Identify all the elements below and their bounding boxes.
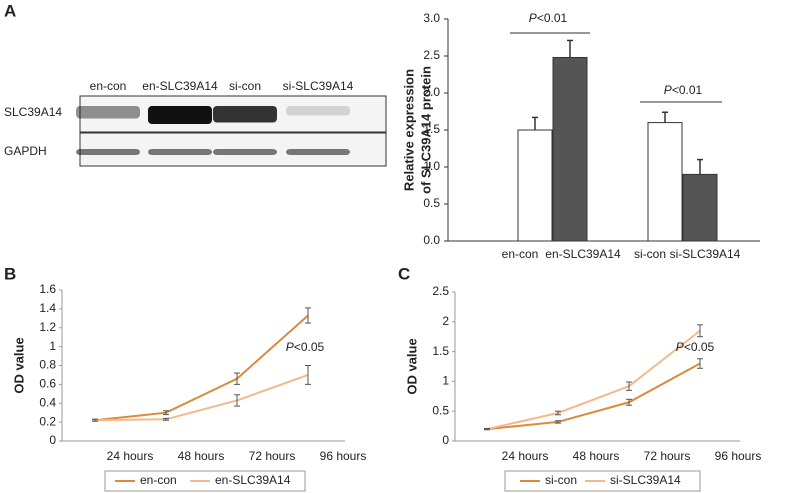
x-tick-label: si-con xyxy=(634,247,666,261)
legend-box xyxy=(504,470,701,492)
blot-band xyxy=(286,106,350,116)
y-tick-label: 2.5 xyxy=(432,284,449,298)
x-tick-label: 24 hours xyxy=(502,449,549,463)
y-tick-label: 3.0 xyxy=(423,11,440,25)
y-tick-label: 0 xyxy=(442,433,449,447)
line xyxy=(94,373,309,422)
legend-box xyxy=(104,470,306,492)
annotation: P<0.05 xyxy=(676,340,715,354)
y-tick-label: 0.0 xyxy=(423,233,440,247)
y-axis-label: of SLC39A14 protein xyxy=(418,66,433,194)
lane-label: en-con xyxy=(90,79,127,93)
y-tick-label: 0.6 xyxy=(39,377,56,391)
blot-band xyxy=(213,149,277,155)
bar xyxy=(647,122,683,242)
y-axis-label: OD value xyxy=(404,338,419,394)
blot-band xyxy=(148,106,212,124)
annotation-text: <0.05 xyxy=(294,340,325,354)
x-tick-label: si-SLC39A14 xyxy=(670,247,741,261)
line xyxy=(486,362,701,431)
x-tick-label: 48 hours xyxy=(573,449,620,463)
annotation-text: <0.01 xyxy=(537,11,568,25)
y-tick-label: 2 xyxy=(442,314,449,328)
lane-label: en-SLC39A14 xyxy=(142,79,218,93)
row-label: GAPDH xyxy=(4,144,47,158)
y-tick-label: 0.4 xyxy=(39,395,56,409)
x-tick-label: 72 hours xyxy=(644,449,691,463)
bar xyxy=(552,56,588,242)
y-tick-label: 0.2 xyxy=(39,414,56,428)
blot-band xyxy=(286,149,350,155)
blot-band xyxy=(76,106,140,119)
y-tick-label: 1.5 xyxy=(432,344,449,358)
panel-label: A xyxy=(4,1,16,20)
bar xyxy=(517,129,553,242)
legend-label: si-con xyxy=(545,473,577,487)
x-tick-label: 48 hours xyxy=(178,449,225,463)
lane-label: si-SLC39A14 xyxy=(283,79,354,93)
y-tick-label: 1 xyxy=(442,374,449,388)
y-tick-label: 1.4 xyxy=(39,301,56,315)
lane-label: si-con xyxy=(229,79,261,93)
line xyxy=(94,314,309,422)
x-tick-label: 24 hours xyxy=(107,449,154,463)
panel-label: C xyxy=(398,264,410,283)
annotation-text: <0.01 xyxy=(672,83,703,97)
y-tick-label: 1 xyxy=(49,339,56,353)
y-tick-label: 0.5 xyxy=(432,403,449,417)
annotation: P<0.01 xyxy=(664,83,703,97)
row-label: SLC39A14 xyxy=(4,105,62,119)
blot-band xyxy=(213,106,277,123)
x-tick-label: en-SLC39A14 xyxy=(545,247,621,261)
annotation-italic: P xyxy=(664,83,672,97)
y-tick-label: 1.5 xyxy=(423,122,440,136)
x-tick-label: 96 hours xyxy=(320,449,367,463)
panel-label: B xyxy=(4,264,16,283)
x-tick-label: en-con xyxy=(502,247,539,261)
y-tick-label: 1.2 xyxy=(39,320,56,334)
y-tick-label: 2.0 xyxy=(423,85,440,99)
annotation-italic: P xyxy=(286,340,294,354)
annotation-text: <0.05 xyxy=(684,340,715,354)
y-tick-label: 2.5 xyxy=(423,48,440,62)
legend-label: en-SLC39A14 xyxy=(215,473,291,487)
y-tick-label: 0 xyxy=(49,433,56,447)
annotation-italic: P xyxy=(676,340,684,354)
y-axis-label: OD value xyxy=(11,337,26,393)
annotation: P<0.05 xyxy=(286,340,325,354)
blot-band xyxy=(76,149,140,155)
annotation: P<0.01 xyxy=(529,11,568,25)
blot-band xyxy=(148,149,212,155)
x-tick-label: 96 hours xyxy=(715,449,762,463)
y-tick-label: 0.8 xyxy=(39,358,56,372)
y-tick-label: 1.0 xyxy=(423,159,440,173)
x-tick-label: 72 hours xyxy=(249,449,296,463)
annotation-italic: P xyxy=(529,11,537,25)
y-tick-label: 0.5 xyxy=(423,196,440,210)
y-axis-label: Relative expression xyxy=(401,69,416,191)
bar xyxy=(682,173,718,242)
line xyxy=(486,329,701,431)
legend-label: si-SLC39A14 xyxy=(610,473,681,487)
y-tick-label: 1.6 xyxy=(39,282,56,296)
legend-label: en-con xyxy=(140,473,177,487)
